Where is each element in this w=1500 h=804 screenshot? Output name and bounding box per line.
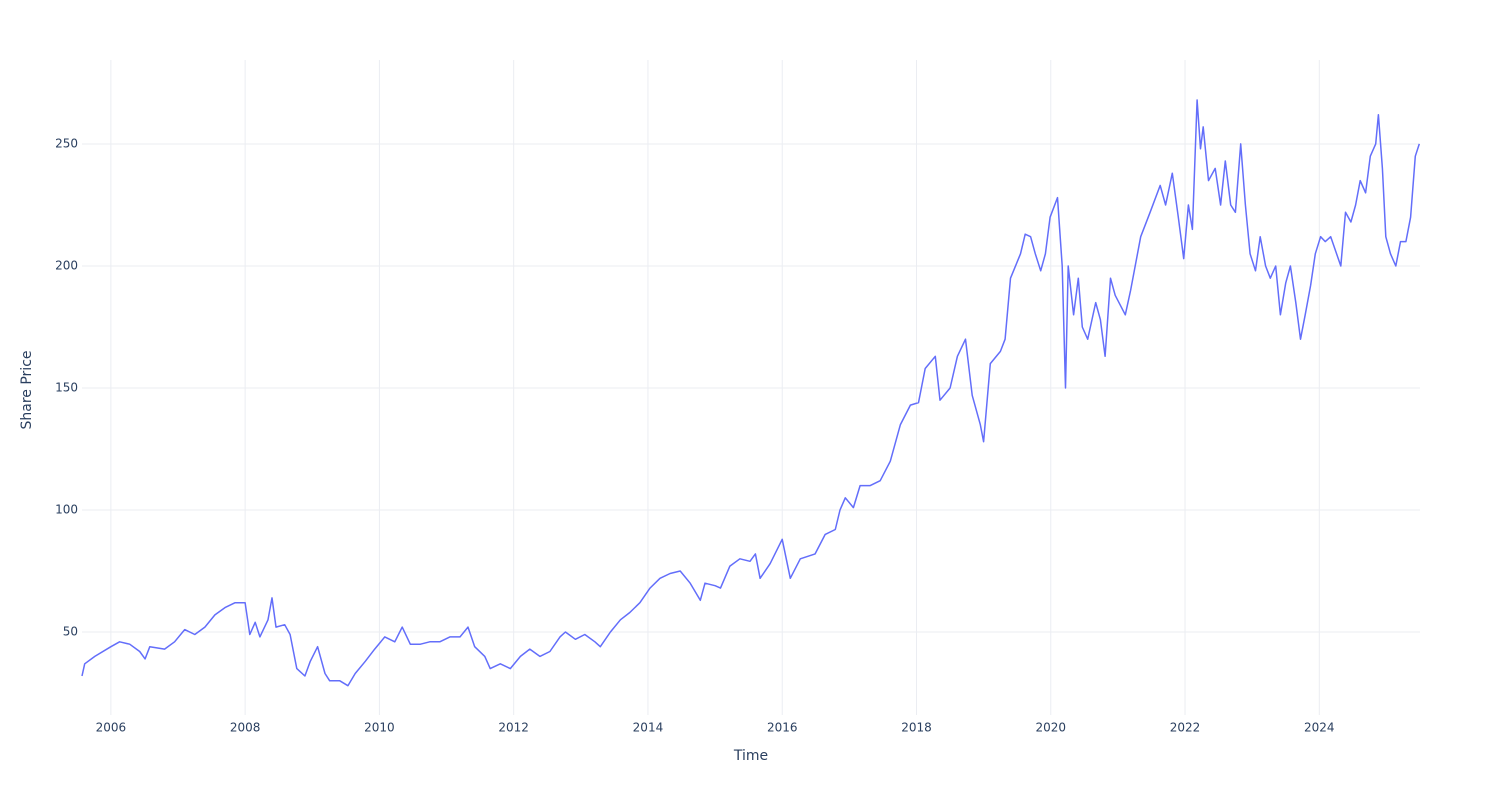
y-axis-title: Share Price [19,350,35,429]
x-tick-label: 2010 [364,721,395,735]
x-tick-label: 2012 [498,721,529,735]
x-tick-label: 2020 [1035,721,1066,735]
x-tick-label: 2024 [1304,721,1335,735]
x-tick-label: 2016 [767,721,798,735]
x-tick-label: 2018 [901,721,932,735]
y-tick-label: 200 [55,258,78,272]
x-tick-label: 2022 [1170,721,1201,735]
y-tick-label: 150 [55,380,78,394]
y-tick-label: 100 [55,503,78,517]
x-axis-title: Time [733,748,768,764]
y-tick-label: 50 [63,625,78,639]
x-tick-label: 2008 [230,721,261,735]
x-tick-label: 2006 [96,721,127,735]
price-line [81,99,1421,687]
y-tick-label: 250 [55,136,78,150]
x-tick-label: 2014 [633,721,664,735]
